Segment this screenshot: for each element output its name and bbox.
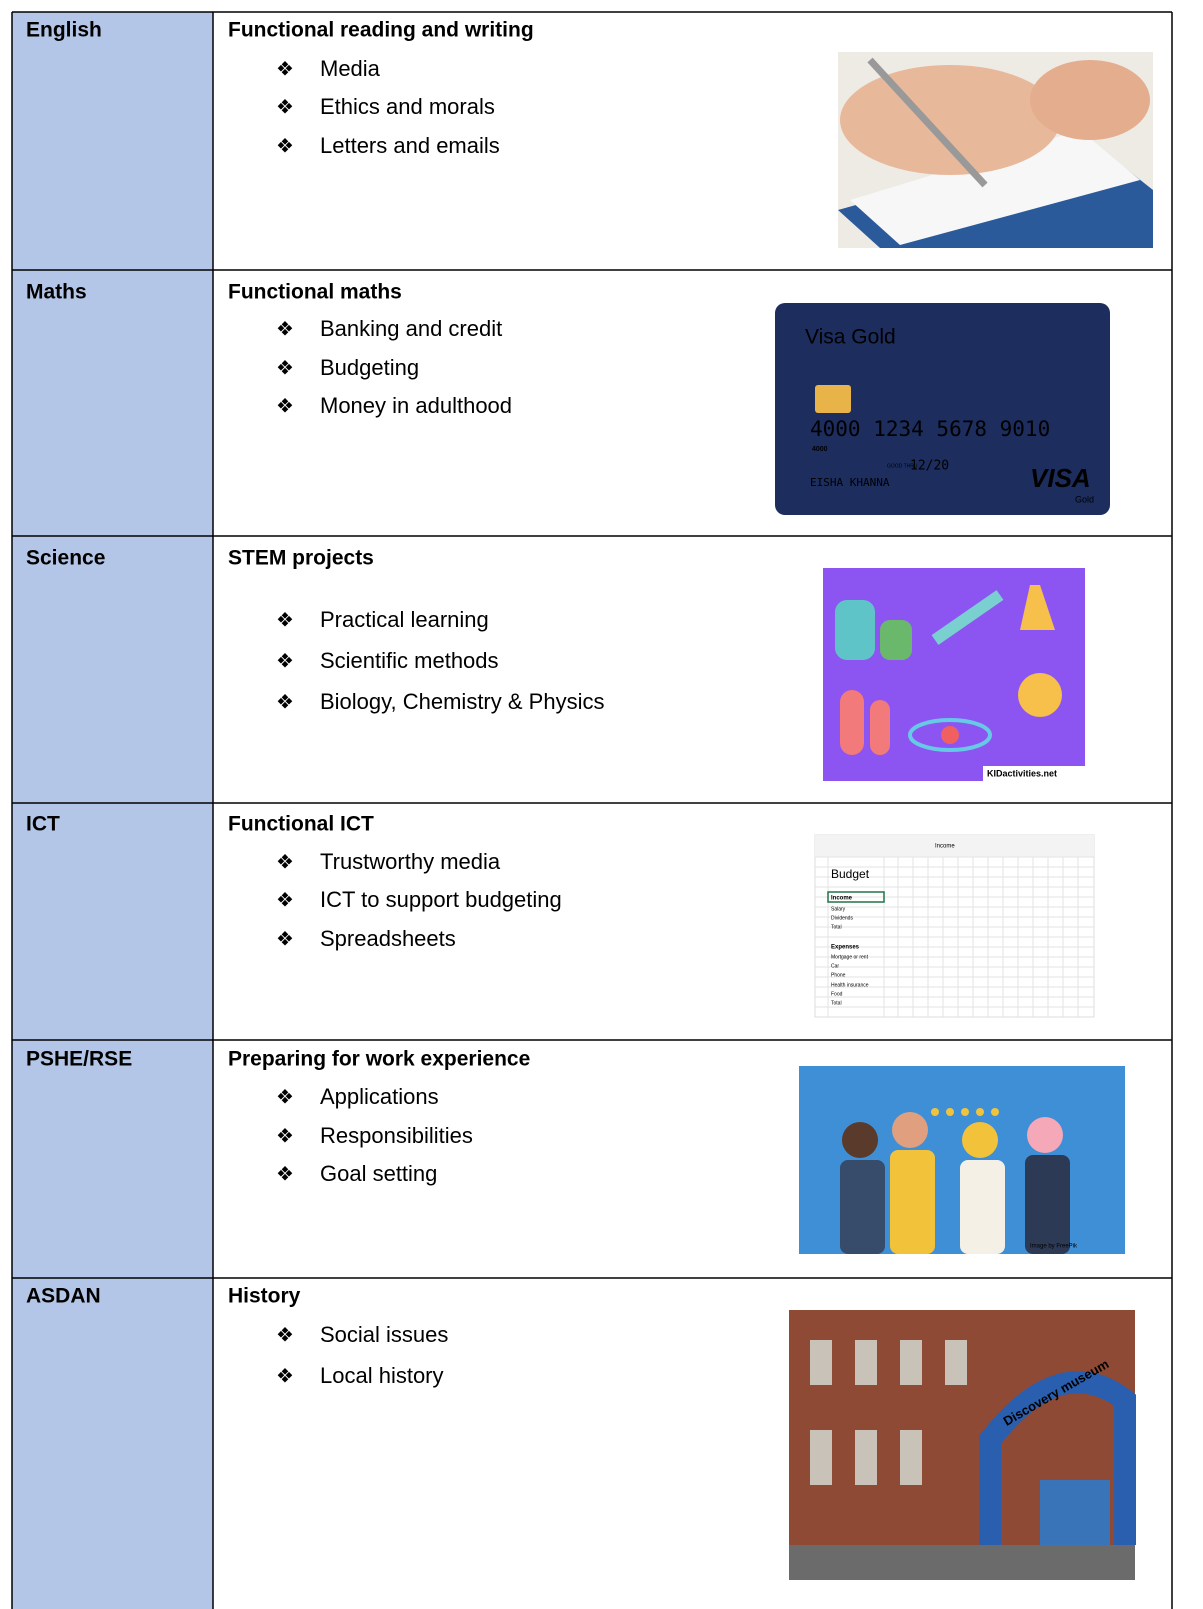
image-text: Car — [831, 963, 839, 969]
heading: Preparing for work experience — [228, 1048, 530, 1071]
subject: PSHE/RSE — [26, 1048, 132, 1071]
image-text: EISHA KHANNA — [810, 476, 890, 489]
list-item: Applications — [320, 1084, 439, 1109]
subject-cell — [12, 803, 213, 1040]
credit-card-image — [775, 303, 1110, 515]
subject: ICT — [26, 813, 60, 836]
list-item: Spreadsheets — [320, 926, 456, 951]
list-item: Money in adulthood — [320, 393, 512, 418]
image-text: Budget — [831, 867, 870, 881]
image-text: Gold — [1075, 494, 1094, 504]
subject-cell — [12, 12, 213, 270]
image-text: KIDactivities.net — [987, 768, 1057, 778]
bullet: ❖ — [276, 1086, 294, 1108]
bullet: ❖ — [276, 1163, 294, 1185]
list-item: Goal setting — [320, 1161, 437, 1186]
list-item: Banking and credit — [320, 316, 502, 341]
subject: English — [26, 19, 102, 42]
image-text: VISA — [1030, 463, 1091, 493]
subject-cell — [12, 1040, 213, 1278]
heading: History — [228, 1285, 301, 1308]
image-text: Phone — [831, 972, 846, 978]
subject: Science — [26, 547, 105, 570]
image-text: Visa Gold — [805, 326, 896, 349]
list-item: Social issues — [320, 1322, 448, 1347]
image-text: Expenses — [831, 945, 860, 951]
list-item: Ethics and morals — [320, 94, 495, 119]
image-text: Dividends — [831, 915, 853, 921]
list-item: Media — [320, 56, 381, 81]
image-text: Income — [831, 896, 853, 902]
bullet: ❖ — [276, 318, 294, 340]
subject-cell — [12, 270, 213, 536]
list-item: ICT to support budgeting — [320, 887, 562, 912]
science-image — [823, 568, 1085, 781]
museum-photo — [789, 1310, 1136, 1580]
image-text: 12/20 — [910, 459, 949, 474]
heading: Functional reading and writing — [228, 19, 534, 42]
subject-cell — [12, 1278, 213, 1609]
bullet: ❖ — [276, 135, 294, 157]
bullet: ❖ — [276, 1365, 294, 1387]
bullet: ❖ — [276, 851, 294, 873]
bullet: ❖ — [276, 58, 294, 80]
list-item: Budgeting — [320, 355, 419, 380]
image-text: Total — [831, 1000, 842, 1006]
bullet: ❖ — [276, 357, 294, 379]
bullet: ❖ — [276, 928, 294, 950]
heading: Functional ICT — [228, 813, 374, 836]
list-item: Responsibilities — [320, 1123, 473, 1148]
image-text: Mortgage or rent — [831, 954, 869, 960]
image-text: Health insurance — [831, 982, 869, 988]
bullet: ❖ — [276, 395, 294, 417]
bullet: ❖ — [276, 691, 294, 713]
list-item: Practical learning — [320, 607, 489, 632]
bullet: ❖ — [276, 1324, 294, 1346]
bullet: ❖ — [276, 889, 294, 911]
image-text: Total — [831, 924, 842, 930]
list-item: Local history — [320, 1363, 444, 1388]
list-item: Biology, Chemistry & Physics — [320, 689, 604, 714]
subject: Maths — [26, 281, 87, 304]
heading: Functional maths — [228, 281, 402, 304]
image-text: Salary — [831, 906, 846, 912]
image-text: 4000 1234 5678 9010 — [810, 417, 1050, 441]
list-item: Scientific methods — [320, 648, 499, 673]
bullet: ❖ — [276, 609, 294, 631]
image-text: 4000 — [812, 446, 828, 453]
bullet: ❖ — [276, 1125, 294, 1147]
list-item: Trustworthy media — [320, 849, 501, 874]
image-text: Food — [831, 991, 843, 997]
heading: STEM projects — [228, 547, 374, 570]
image-text: Image by FreePik — [1030, 1244, 1078, 1250]
image-text: Income — [935, 844, 955, 850]
image-text: GOOD THRU — [887, 463, 918, 469]
spreadsheet-image — [814, 834, 1095, 1018]
list-item: Letters and emails — [320, 133, 500, 158]
subject-cell — [12, 536, 213, 803]
writing-image — [838, 52, 1153, 248]
work-illustration — [799, 1066, 1125, 1254]
bullet: ❖ — [276, 650, 294, 672]
bullet: ❖ — [276, 96, 294, 118]
subject: ASDAN — [26, 1285, 101, 1308]
